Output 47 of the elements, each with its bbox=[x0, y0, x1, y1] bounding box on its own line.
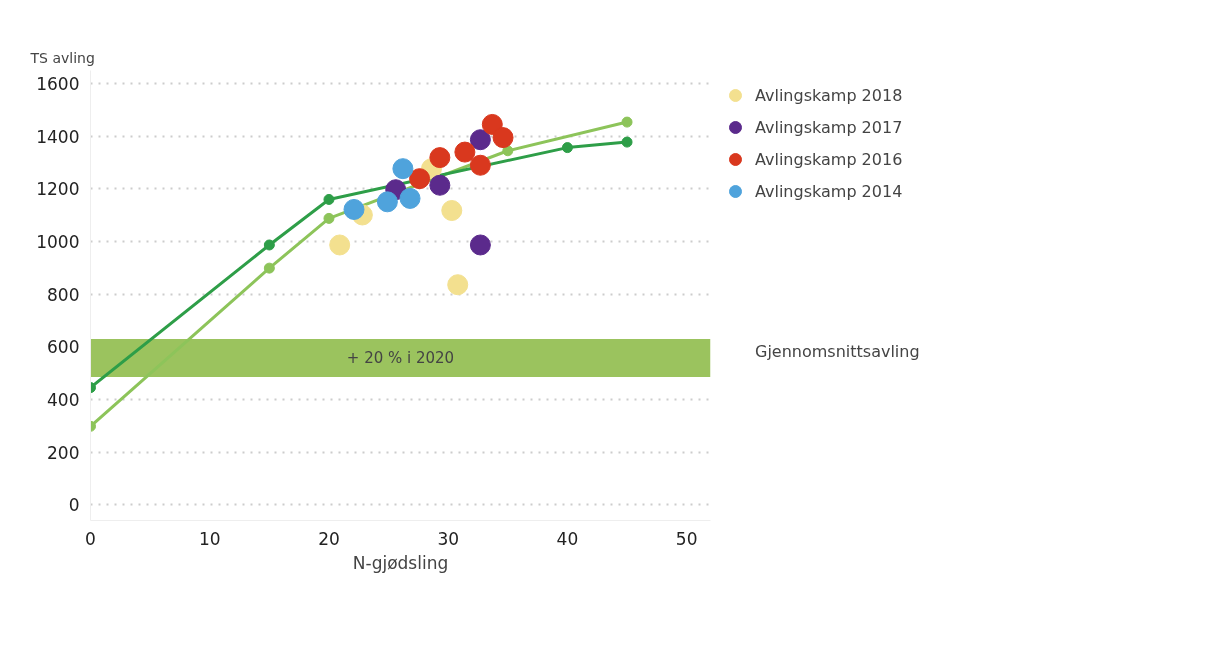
point bbox=[343, 198, 365, 220]
point bbox=[447, 274, 469, 296]
point bbox=[469, 129, 491, 151]
point bbox=[621, 116, 633, 128]
y-tick-label: 600 bbox=[47, 337, 80, 358]
point bbox=[323, 193, 335, 205]
legend-label: Avlingskamp 2016 bbox=[755, 149, 903, 169]
x-axis-title: N-gjødsling bbox=[352, 552, 449, 573]
legend-label: Avlingskamp 2017 bbox=[755, 117, 903, 137]
point bbox=[399, 187, 421, 209]
point bbox=[429, 174, 451, 196]
y-tick-label: 1400 bbox=[36, 126, 80, 147]
point bbox=[263, 239, 275, 251]
band-label: + 20 % i 2020 bbox=[346, 349, 455, 367]
point bbox=[454, 141, 476, 163]
x-tick-label: 20 bbox=[318, 528, 340, 549]
point bbox=[392, 158, 414, 180]
point bbox=[481, 113, 503, 135]
point bbox=[376, 191, 398, 213]
point bbox=[492, 127, 514, 149]
y-tick-label: 400 bbox=[47, 389, 80, 410]
y-tick-label: 1000 bbox=[36, 232, 80, 253]
point bbox=[263, 262, 275, 274]
point bbox=[561, 142, 573, 154]
y-tick-label: 800 bbox=[47, 284, 80, 305]
y-tick-label: 0 bbox=[68, 495, 80, 516]
point bbox=[441, 200, 463, 221]
legend-label: Avlingskamp 2018 bbox=[755, 85, 903, 105]
point bbox=[469, 234, 491, 256]
x-tick-label: 10 bbox=[198, 528, 221, 549]
x-tick-label: 30 bbox=[437, 528, 460, 549]
point bbox=[502, 145, 514, 157]
point bbox=[329, 234, 351, 256]
y-tick-label: 1200 bbox=[36, 179, 80, 200]
text: Gjennomsnittsavling bbox=[755, 341, 920, 361]
x-tick-label: 50 bbox=[675, 528, 698, 549]
y-axis-title: TS avling bbox=[29, 49, 95, 66]
x-tick-label: 40 bbox=[556, 528, 579, 549]
y-tick-label: 1600 bbox=[36, 74, 80, 95]
point bbox=[429, 147, 451, 169]
point bbox=[409, 168, 431, 190]
y-tick-label: 200 bbox=[47, 442, 80, 463]
legend-label: Avlingskamp 2014 bbox=[755, 181, 903, 201]
point bbox=[469, 154, 491, 176]
point bbox=[621, 136, 633, 148]
x-tick-label: 0 bbox=[85, 528, 96, 549]
point bbox=[323, 212, 335, 224]
